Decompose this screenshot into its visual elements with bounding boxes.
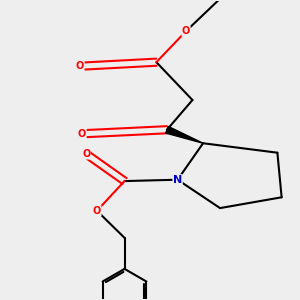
- Text: O: O: [78, 129, 86, 139]
- Text: O: O: [93, 206, 101, 216]
- Text: N: N: [173, 175, 182, 185]
- Text: O: O: [82, 149, 90, 159]
- Polygon shape: [166, 126, 203, 143]
- Text: O: O: [76, 61, 84, 71]
- Text: O: O: [182, 26, 190, 36]
